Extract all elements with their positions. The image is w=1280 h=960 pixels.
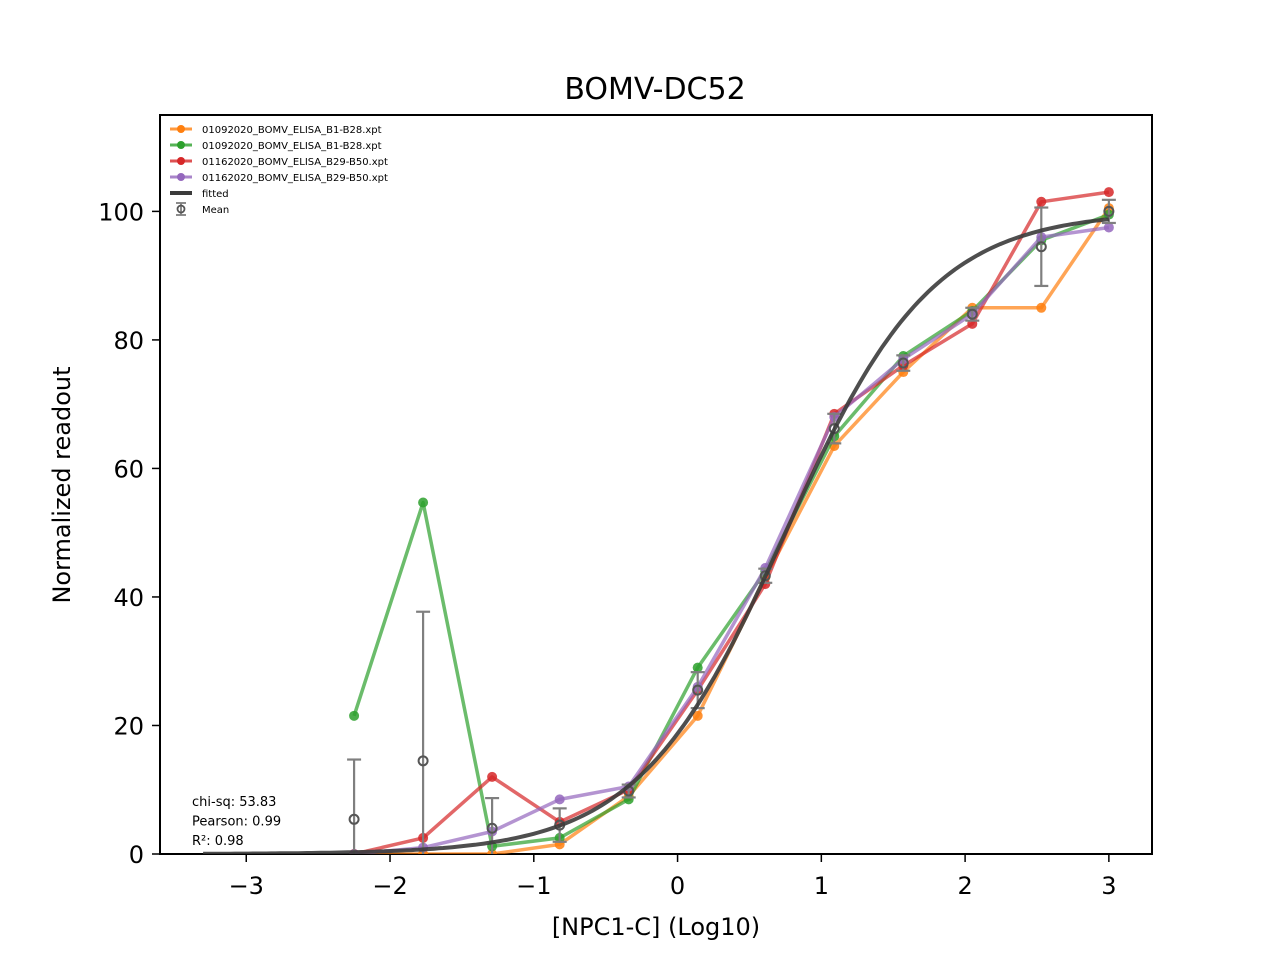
legend-marker [177, 141, 185, 149]
plot-layer [203, 187, 1116, 854]
y-tick-label: 40 [113, 584, 144, 612]
legend-label: 01092020_BOMV_ELISA_B1-B28.xpt [202, 141, 382, 152]
legend-marker [176, 204, 186, 214]
y-tick-label: 100 [98, 198, 144, 226]
series-3-point [1103, 187, 1114, 198]
x-tick-label: 3 [1101, 872, 1116, 900]
y-tick-label: 20 [113, 712, 144, 740]
legend-marker [177, 173, 185, 181]
mean-point [348, 813, 360, 825]
stat-line: chi-sq: 53.83 [192, 795, 276, 810]
plot-area-frame [159, 114, 1153, 855]
series-2-point [349, 710, 360, 721]
axis-ticks: −3 −2 −1 0 1 2 3 0 20 40 60 80 100 [98, 198, 1116, 900]
legend-marker [177, 157, 185, 165]
y-tick-label: 0 [129, 841, 144, 869]
x-axis-label: [NPC1-C] (Log10) [552, 913, 760, 941]
mean-point [692, 684, 704, 696]
y-tick-label: 60 [113, 455, 144, 483]
series-1-point [692, 710, 703, 721]
legend-label: 01092020_BOMV_ELISA_B1-B28.xpt [202, 125, 382, 136]
legend-label: 01162020_BOMV_ELISA_B29-B50.xpt [202, 173, 388, 184]
y-tick-label: 80 [113, 327, 144, 355]
legend-label: 01162020_BOMV_ELISA_B29-B50.xpt [202, 157, 388, 168]
legend: 01092020_BOMV_ELISA_B1-B28.xpt 01092020_B… [170, 125, 388, 216]
x-tick-label: −2 [372, 872, 407, 900]
stat-line: Pearson: 0.99 [192, 815, 281, 830]
y-axis-label: Normalized readout [48, 366, 76, 603]
series-line-4 [353, 225, 1110, 854]
legend-label: Mean [202, 205, 229, 216]
fitted-curve [203, 217, 1110, 854]
x-tick-label: 0 [670, 872, 685, 900]
x-tick-label: −1 [516, 872, 551, 900]
x-tick-label: 1 [814, 872, 829, 900]
legend-label: fitted [202, 189, 229, 200]
stat-line: R²: 0.98 [192, 834, 244, 849]
series-line-3 [353, 190, 1110, 854]
series-line-1 [354, 207, 1111, 854]
chart-title: BOMV-DC52 [564, 72, 745, 107]
legend-marker [177, 125, 185, 133]
chart-marks [203, 187, 1116, 854]
mean-point [417, 755, 429, 767]
fit-statistics: chi-sq: 53.83 Pearson: 0.99 R²: 0.98 [192, 795, 281, 849]
mean-point [897, 357, 909, 369]
mean-point [486, 822, 498, 834]
x-tick-label: 2 [957, 872, 972, 900]
series-2-point [692, 662, 703, 673]
mean-point [1103, 205, 1115, 217]
mean-point [966, 308, 978, 320]
x-tick-label: −3 [229, 872, 264, 900]
mean-point [1035, 241, 1047, 253]
series-1-point [1036, 302, 1047, 313]
series-3-point [487, 771, 498, 782]
series-3-point [1036, 196, 1047, 207]
series-2-point [418, 497, 429, 508]
series-4-point [1103, 222, 1114, 233]
series-4-point [554, 794, 565, 805]
